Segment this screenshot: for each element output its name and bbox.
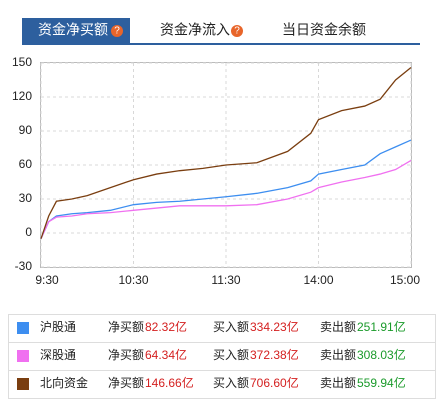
x-tick-label: 15:00 [390,273,420,287]
y-tick-label: 0 [25,225,32,239]
summary-label: 卖出额 [320,376,356,390]
summary-value: 82.32亿 [145,319,187,334]
summary-value: 372.38亿 [250,347,299,362]
summary-value: 559.94亿 [357,375,406,390]
summary-label: 买入额 [213,348,249,362]
help-icon-text: ? [114,26,120,37]
help-icon[interactable] [231,25,243,37]
y-tick-label: 30 [19,191,33,205]
summary-label: 净买额 [108,320,144,334]
summary-label: 买入额 [213,376,249,390]
y-tick-label: 150 [12,55,32,69]
summary-label: 净买额 [108,348,144,362]
summary-label: 买入额 [213,320,249,334]
summary-value: 146.66亿 [145,375,194,390]
x-tick-label: 9:30 [35,273,59,287]
summary-label: 卖出额 [320,348,356,362]
x-tick-label: 14:00 [303,273,333,287]
tab[interactable]: 资金净买额 [38,22,108,38]
summary-value: 251.91亿 [357,319,406,334]
summary-label: 卖出额 [320,320,356,334]
series-line [40,159,412,239]
summary-frame [8,314,436,399]
legend-name: 北向资金 [40,375,88,390]
y-tick-label: -30 [15,259,33,273]
x-tick-label: 10:30 [118,273,148,287]
legend-swatch [17,378,29,390]
summary-value: 334.23亿 [250,319,299,334]
legend-swatch [17,322,29,334]
series-line [40,67,412,239]
summary-value: 308.03亿 [357,347,406,362]
legend-name: 深股通 [40,348,76,362]
y-tick-label: 90 [19,123,33,137]
y-tick-label: 60 [19,157,33,171]
help-icon[interactable] [111,25,123,37]
summary-value: 706.60亿 [250,375,299,390]
summary-label: 净买额 [108,376,144,390]
help-icon-text: ? [234,26,240,37]
legend-swatch [17,350,29,362]
tab[interactable]: 资金净流入 [160,22,230,38]
legend-name: 沪股通 [40,320,76,334]
x-tick-label: 11:30 [211,273,240,287]
series-line [40,139,412,239]
tab[interactable]: 当日资金余额 [282,22,366,38]
y-tick-label: 120 [12,89,32,103]
summary-value: 64.34亿 [145,347,187,362]
